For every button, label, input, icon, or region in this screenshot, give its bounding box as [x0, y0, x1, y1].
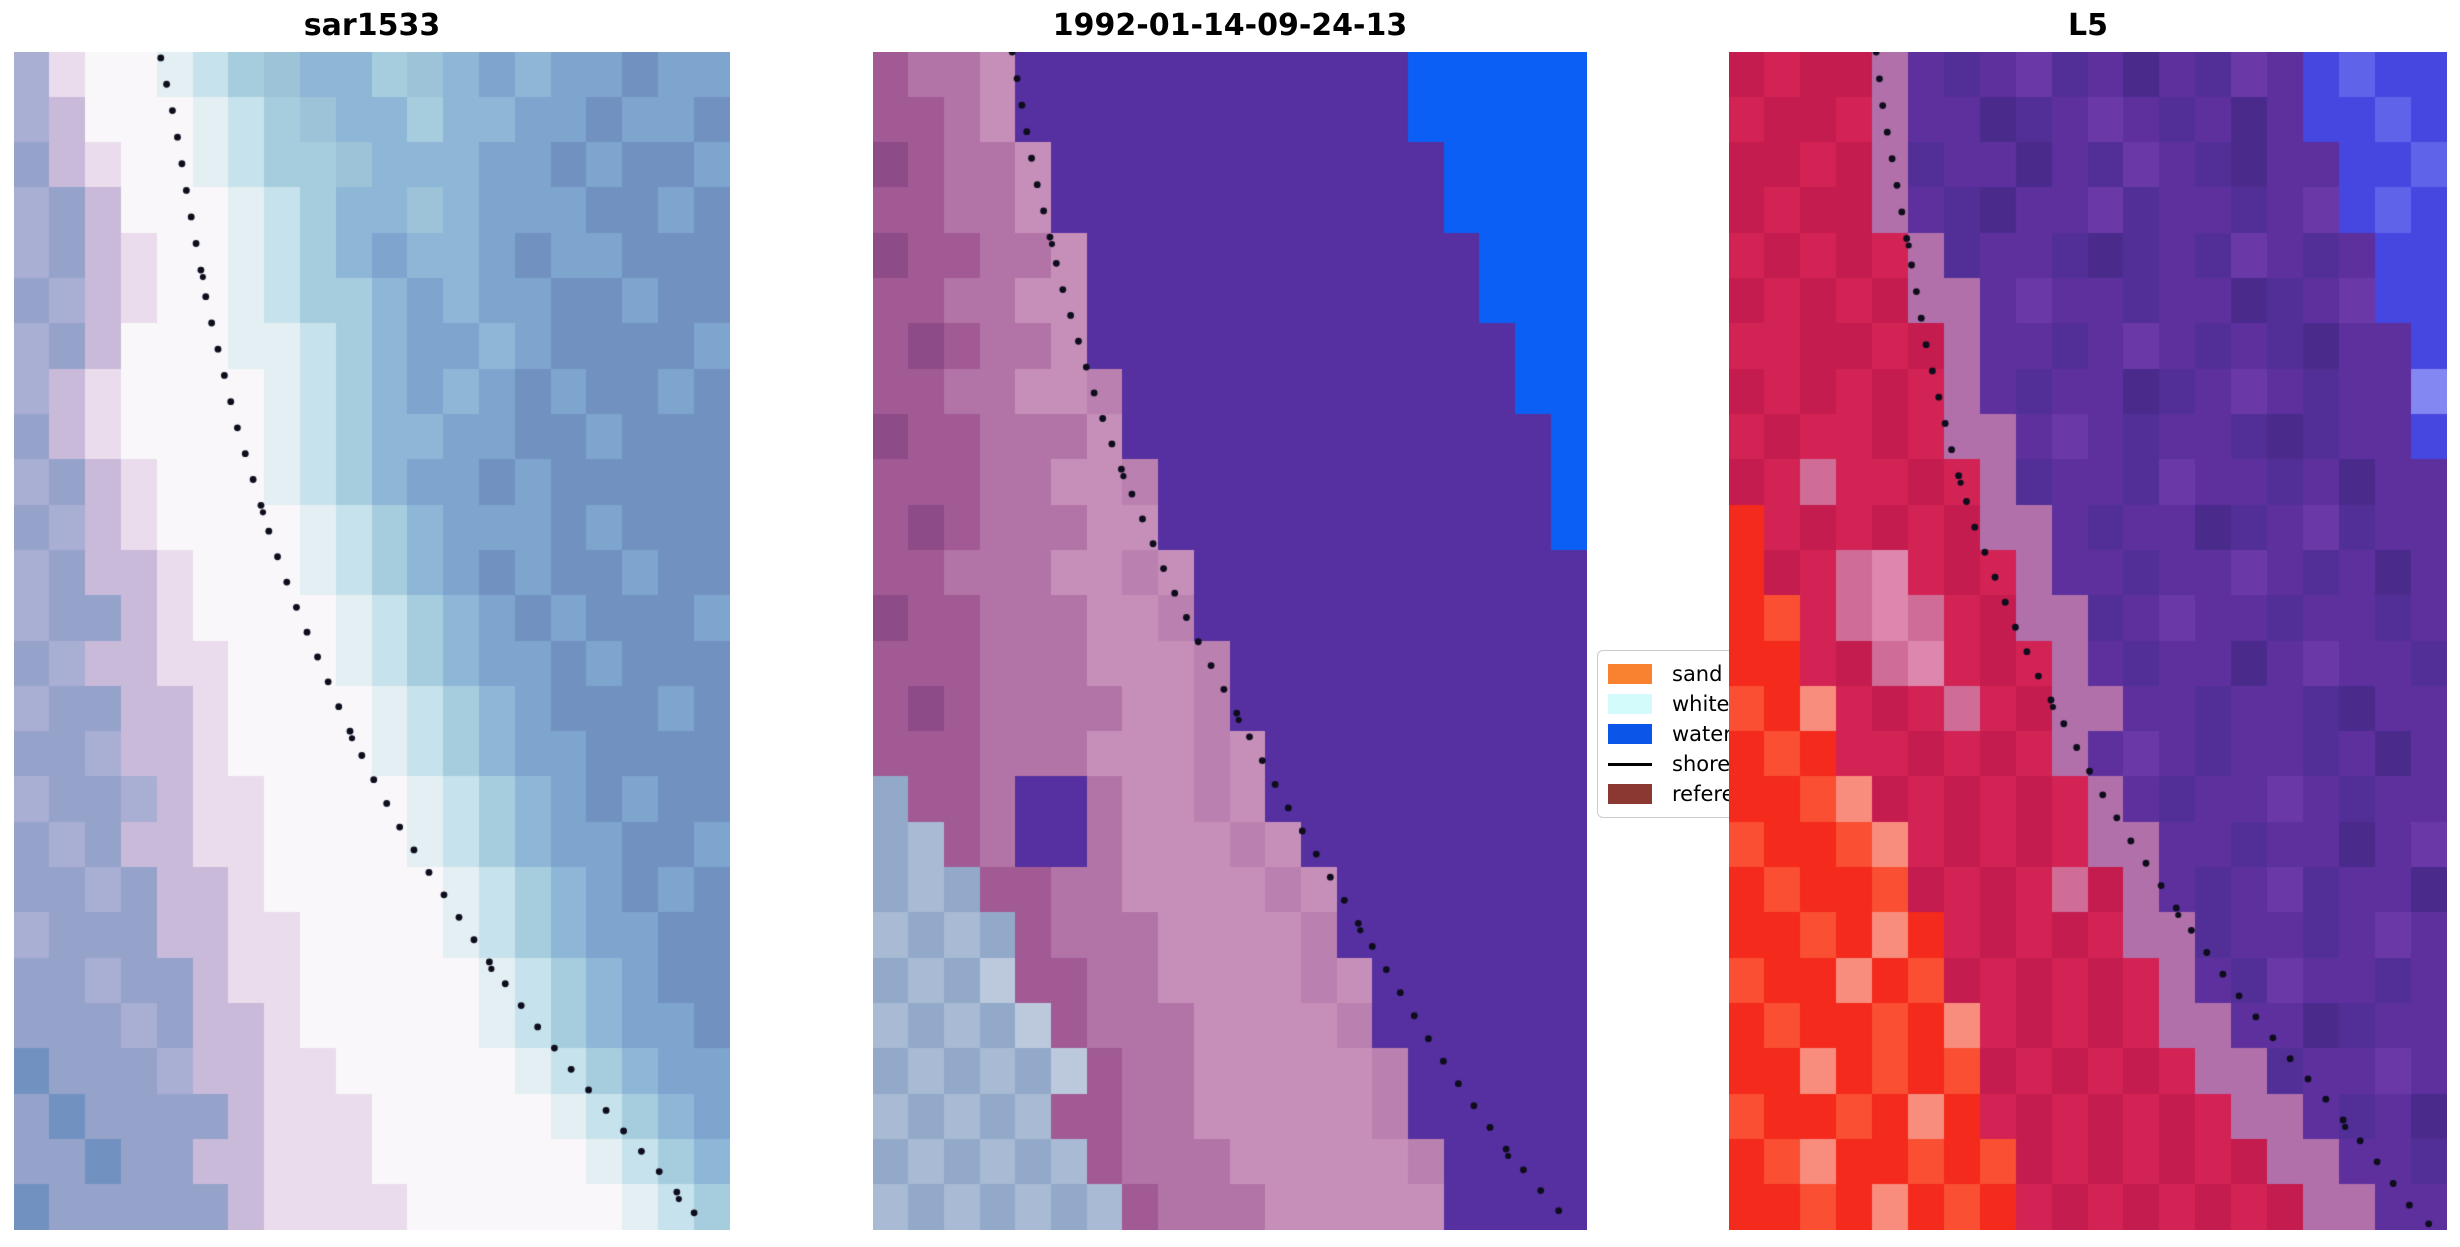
legend-swatch-reference — [1608, 784, 1652, 804]
legend-swatch-whitewater — [1608, 694, 1652, 714]
legend-swatch-sand — [1608, 664, 1652, 684]
panel-image-classified — [873, 52, 1587, 1230]
legend-shoreline-line-icon — [1608, 762, 1652, 766]
panel-image-sar1533 — [14, 52, 730, 1230]
legend-entry-water: water — [1608, 719, 1796, 749]
legend-label-water: water — [1672, 722, 1732, 746]
legend-entry-sand: sand — [1608, 659, 1796, 689]
legend-label-sand: sand — [1672, 662, 1723, 686]
panel-title-date: 1992-01-14-09-24-13 — [1052, 8, 1408, 43]
panel-title-sar1533: sar1533 — [303, 8, 441, 43]
legend-swatch-water — [1608, 724, 1652, 744]
panel-image-l5 — [1729, 52, 2447, 1230]
panel-title-l5: L5 — [2068, 8, 2108, 43]
